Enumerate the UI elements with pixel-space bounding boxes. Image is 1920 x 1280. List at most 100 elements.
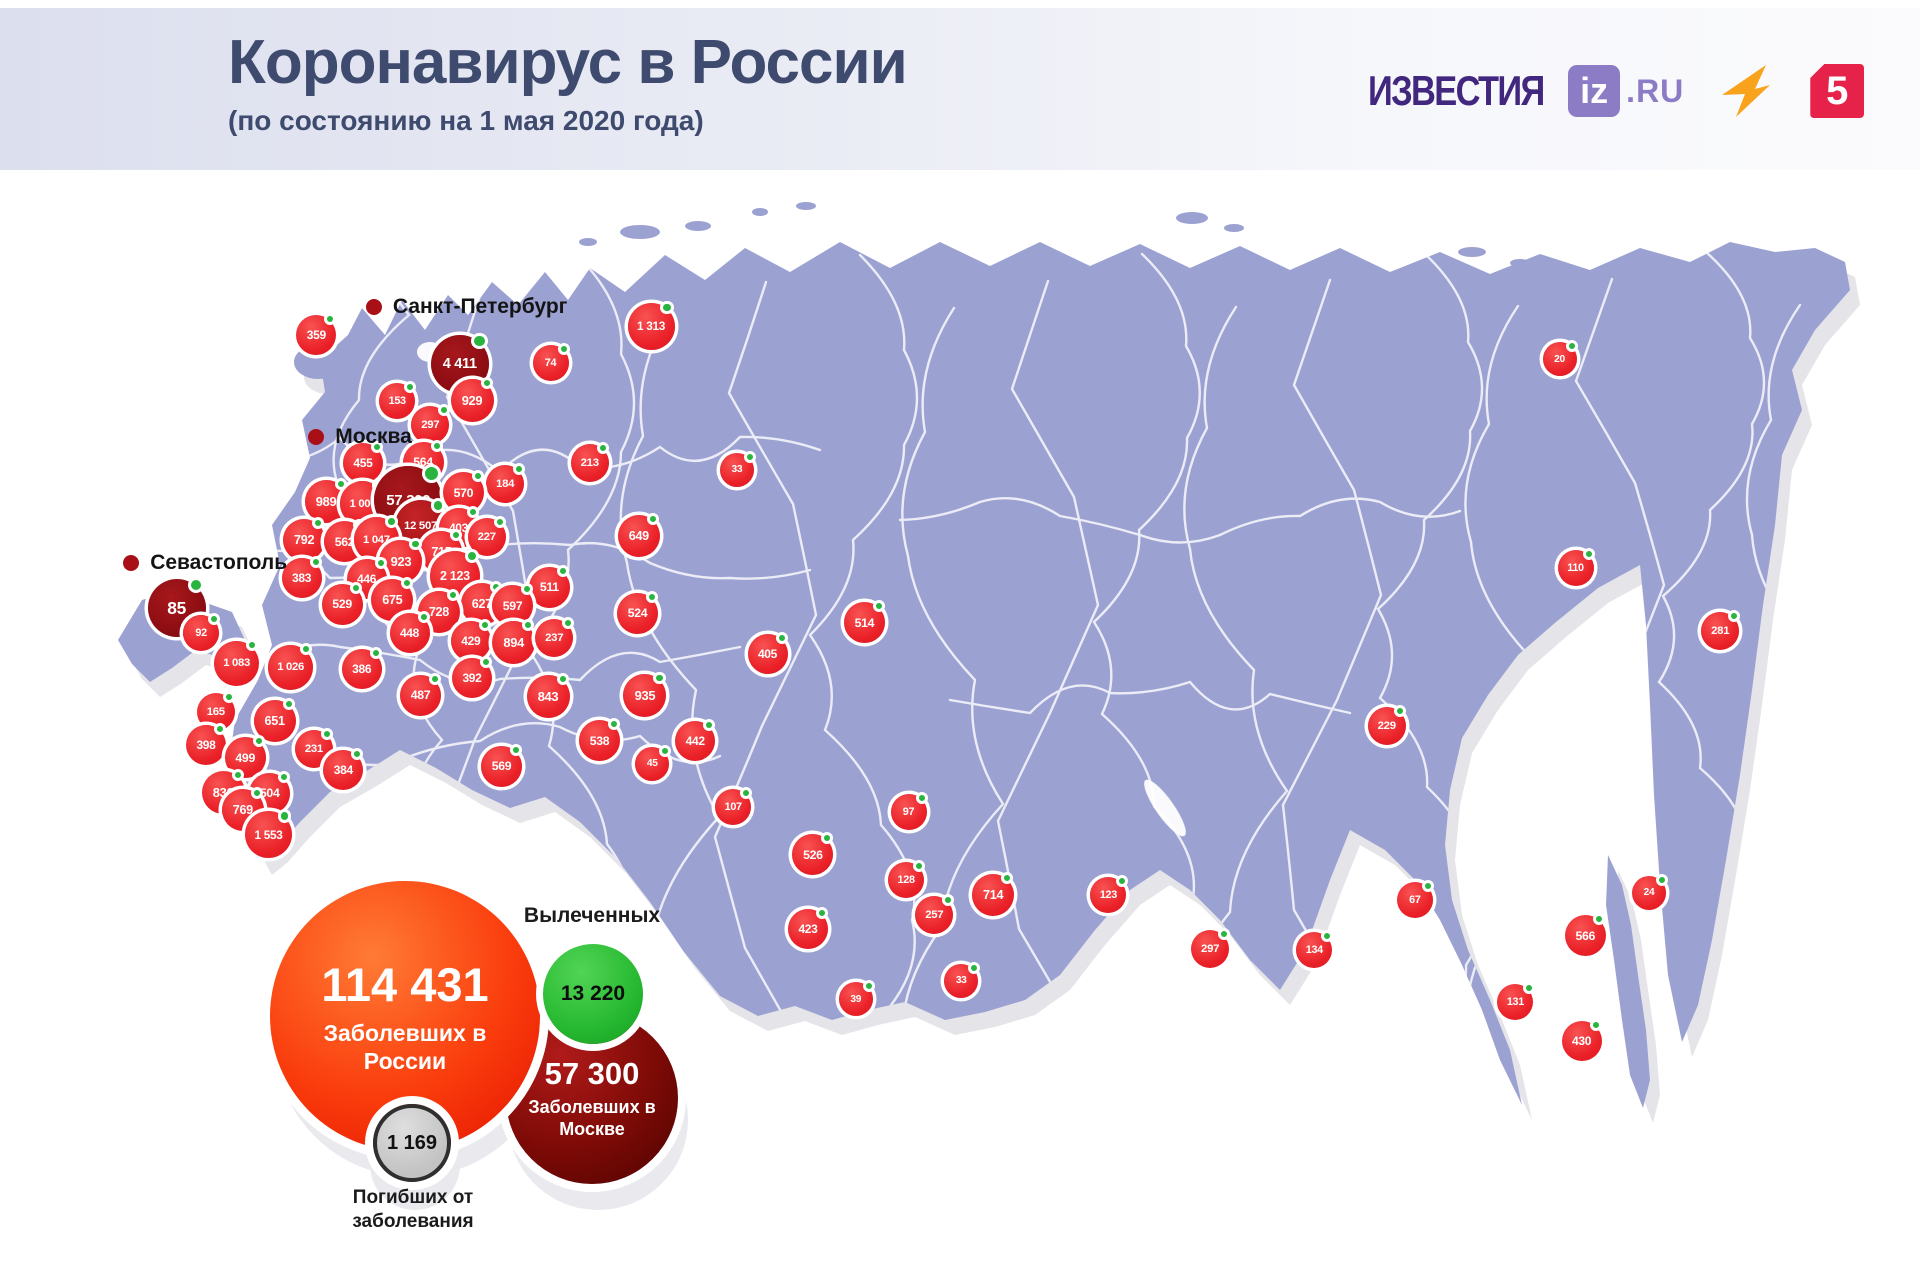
recovered-label: Вылеченных bbox=[523, 904, 661, 927]
recovered-dot-icon bbox=[1727, 610, 1740, 623]
deaths-circle: 1 169 bbox=[373, 1104, 451, 1182]
deaths-value: 1 169 bbox=[386, 1131, 438, 1154]
region-bubble-value: 281 bbox=[1711, 625, 1730, 638]
region-bubble-value: 97 bbox=[902, 805, 915, 818]
recovered-dot-icon bbox=[509, 743, 522, 756]
region-bubble-value: 12 507 bbox=[403, 520, 438, 532]
recovered-dot-icon bbox=[557, 342, 570, 355]
recovered-dot-icon bbox=[223, 691, 236, 704]
recovered-dot-icon bbox=[597, 442, 610, 455]
recovered-dot-icon bbox=[351, 748, 364, 760]
region-bubble: 569 bbox=[481, 743, 522, 787]
region-bubble-value: 524 bbox=[627, 606, 648, 620]
region-bubble-value: 627 bbox=[471, 597, 492, 612]
recovered-dot-icon bbox=[703, 718, 716, 731]
region-bubble: 651 bbox=[253, 697, 296, 742]
recovered-dot-icon bbox=[967, 961, 980, 974]
region-bubble-value: 1 026 bbox=[277, 661, 304, 673]
recovered-dot-icon bbox=[370, 441, 383, 454]
region-bubble: 107 bbox=[715, 786, 753, 825]
recovered-dot-icon bbox=[561, 616, 574, 629]
recovered-dot-icon bbox=[743, 450, 756, 463]
region-bubble: 499 bbox=[224, 735, 266, 779]
region-bubble-value: 297 bbox=[1201, 943, 1220, 955]
recovered-dot-icon bbox=[214, 723, 226, 736]
region-bubble-value: 569 bbox=[491, 759, 512, 774]
region-bubble-value: 67 bbox=[1409, 893, 1421, 906]
recovered-value: 13 220 bbox=[560, 982, 626, 1005]
region-bubble-value: 514 bbox=[854, 615, 875, 630]
region-bubble-value: 92 bbox=[195, 626, 207, 639]
recovered-dot-icon bbox=[1321, 930, 1334, 943]
recovered-dot-icon bbox=[1582, 547, 1595, 560]
region-bubble-value: 538 bbox=[589, 733, 610, 748]
region-bubble: 386 bbox=[341, 647, 382, 690]
region-bubble-value: 2 123 bbox=[440, 569, 470, 584]
recovered-dot-icon bbox=[1422, 879, 1435, 892]
region-bubble-value: 714 bbox=[983, 888, 1004, 902]
region-bubble: 45 bbox=[635, 744, 672, 781]
region-bubble-value: 649 bbox=[628, 528, 649, 543]
recovered-dot-icon bbox=[775, 631, 788, 644]
recovered-dot-icon bbox=[816, 907, 828, 920]
region-bubble: 92 bbox=[183, 612, 221, 651]
region-bubble: 229 bbox=[1367, 704, 1407, 745]
region-bubble-value: 570 bbox=[453, 485, 474, 500]
region-bubble: 383 bbox=[281, 555, 322, 598]
recovered-dot-icon bbox=[449, 528, 462, 541]
region-bubble: 20 bbox=[1542, 340, 1579, 377]
page-title: Коронавирус в России bbox=[228, 28, 908, 97]
region-bubble-value: 165 bbox=[206, 706, 225, 719]
region-bubble-value: 4 411 bbox=[442, 356, 477, 373]
region-bubble: 97 bbox=[890, 791, 928, 830]
region-bubble-value: 935 bbox=[634, 687, 656, 703]
region-bubble-value: 529 bbox=[332, 597, 352, 612]
region-bubble-value: 131 bbox=[1506, 995, 1524, 1008]
recovered-dot-icon bbox=[556, 672, 569, 685]
region-bubble-value: 107 bbox=[724, 800, 742, 813]
region-bubble-value: 843 bbox=[537, 688, 559, 704]
region-bubble-value: 128 bbox=[897, 874, 915, 887]
recovered-dot-icon bbox=[1593, 913, 1606, 925]
region-bubble-value: 383 bbox=[292, 570, 312, 585]
region-bubble: 33 bbox=[944, 961, 980, 998]
region-bubble: 487 bbox=[400, 672, 441, 716]
recovered-dot-icon bbox=[421, 464, 441, 484]
region-bubble-value: 20 bbox=[1554, 353, 1565, 365]
region-bubble-value: 728 bbox=[428, 604, 449, 619]
region-bubble: 792 bbox=[283, 516, 326, 561]
total-infected-label: Заболевших в России bbox=[323, 1019, 487, 1074]
region-bubble-value: 398 bbox=[196, 738, 216, 753]
region-bubble-value: 929 bbox=[461, 393, 483, 409]
region-bubble: 714 bbox=[972, 872, 1015, 916]
city-label-севастополь: Севастополь bbox=[123, 551, 287, 575]
region-bubble-value: 1 047 bbox=[363, 533, 390, 546]
ren-tv-logo-icon bbox=[1722, 65, 1771, 117]
region-bubble-value: 923 bbox=[390, 554, 412, 569]
recovered-dot-icon bbox=[645, 590, 658, 603]
page-subtitle: (по состоянию на 1 мая 2020 года) bbox=[228, 105, 704, 137]
region-bubble-value: 384 bbox=[333, 763, 353, 777]
region-bubble-value: 45 bbox=[646, 758, 658, 770]
iz-ru-domain-label: .RU bbox=[1626, 72, 1685, 109]
city-label-москва: Москва bbox=[308, 425, 412, 449]
region-bubble-value: 123 bbox=[1099, 889, 1117, 901]
recovered-dot-icon bbox=[400, 576, 413, 589]
region-bubble-value: 442 bbox=[685, 733, 705, 748]
recovered-dot-icon bbox=[312, 516, 325, 529]
region-bubble-value: 1 553 bbox=[254, 827, 283, 842]
recovered-dot-icon bbox=[872, 600, 885, 613]
region-bubble-value: 237 bbox=[545, 631, 564, 644]
region-bubble-value: 231 bbox=[304, 743, 323, 756]
recovered-dot-icon bbox=[480, 656, 492, 668]
recovered-dot-icon bbox=[324, 312, 337, 325]
recovered-dot-icon bbox=[385, 515, 398, 528]
region-bubble-value: 597 bbox=[502, 598, 523, 613]
region-bubble-value: 33 bbox=[731, 464, 743, 476]
region-bubble: 455 bbox=[342, 441, 383, 484]
region-bubble-value: 792 bbox=[294, 532, 315, 547]
region-bubble-value: 448 bbox=[399, 625, 420, 640]
recovered-dot-icon bbox=[409, 538, 422, 551]
